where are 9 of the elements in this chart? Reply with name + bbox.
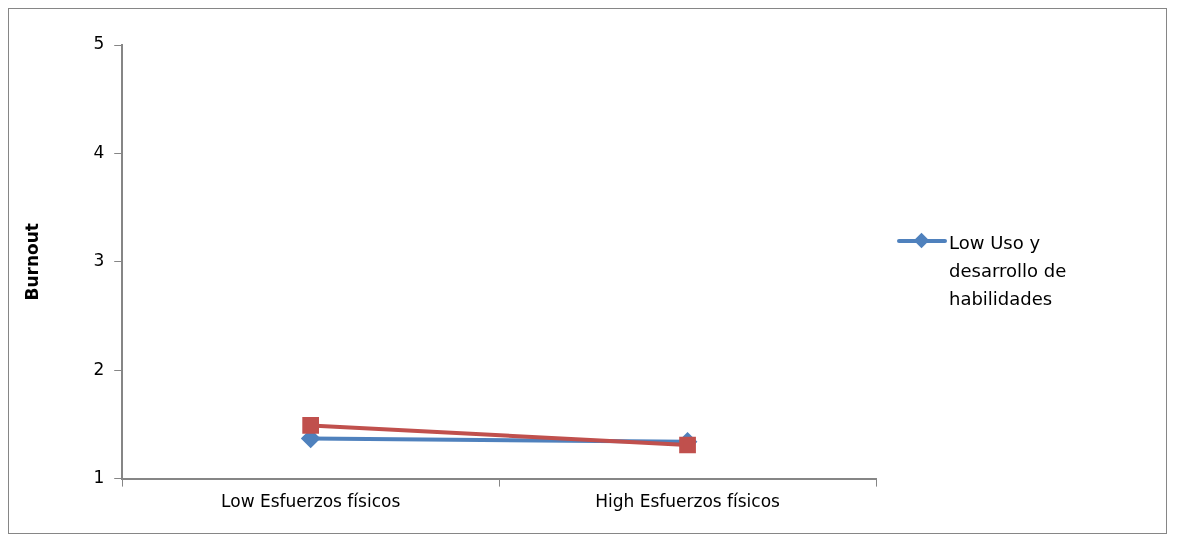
x-tick-label: Low Esfuerzos físicos (221, 491, 401, 512)
y-tick-label: 4 (93, 141, 105, 162)
x-tick-label: High Esfuerzos físicos (595, 491, 781, 512)
y-tick-label: 1 (93, 467, 105, 488)
y-tick-label: 5 (93, 33, 105, 54)
y-axis-title: Burnout (21, 223, 42, 301)
y-tick-label: 2 (93, 358, 105, 379)
legend-label: Low Uso y desarrollo de habilidades (949, 231, 1068, 311)
y-tick-label: 3 (93, 250, 105, 271)
